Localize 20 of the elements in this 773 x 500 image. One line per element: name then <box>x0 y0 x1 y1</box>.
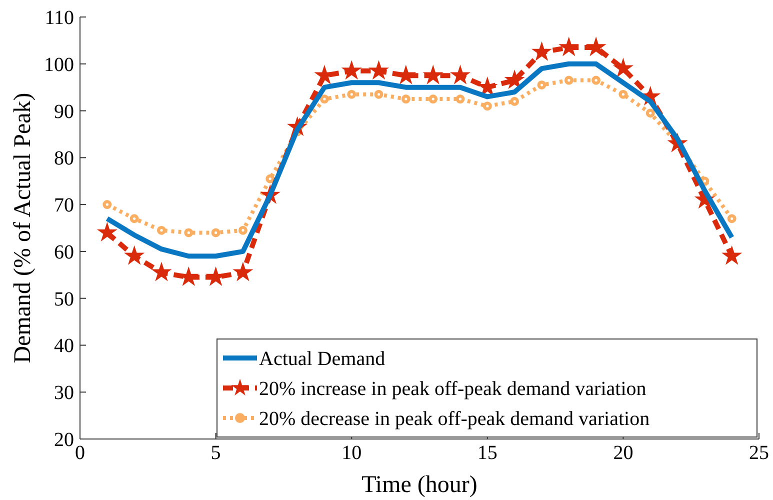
y-tick-label: 80 <box>54 148 74 170</box>
x-tick-label: 5 <box>210 442 221 464</box>
y-tick-label: 40 <box>54 335 74 358</box>
y-tick-label: 60 <box>54 241 74 264</box>
y-tick-label: 50 <box>54 288 74 310</box>
legend-label: Actual Demand <box>259 348 386 370</box>
legend-label: 20% decrease in peak off-peak demand variation <box>259 408 650 430</box>
y-tick-label: 70 <box>54 194 74 217</box>
x-tick-label: 0 <box>75 442 85 464</box>
y-tick-label: 90 <box>54 100 74 123</box>
x-tick-label: 25 <box>749 442 769 464</box>
legend-label: 20% increase in peak off-peak demand variation <box>259 378 646 400</box>
x-axis-title: Time (hour) <box>362 472 478 498</box>
x-tick-label: 10 <box>342 442 362 464</box>
y-tick-label: 100 <box>44 54 74 76</box>
x-tick-label: 15 <box>477 442 498 464</box>
y-tick-label: 30 <box>54 382 74 404</box>
y-tick-label: 110 <box>44 7 74 29</box>
x-tick-label: 20 <box>613 442 634 464</box>
y-axis-title: Demand (% of Actual Peak) <box>10 92 36 364</box>
